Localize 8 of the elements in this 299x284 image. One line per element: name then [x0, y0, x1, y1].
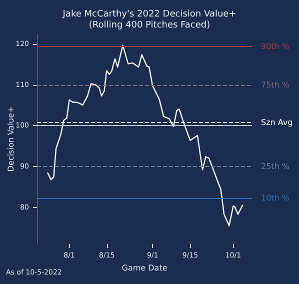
ref-line-label: 90th % [261, 42, 290, 52]
y-axis-title: Decision Value+ [6, 106, 16, 172]
ref-line-label: Szn Avg [261, 118, 293, 127]
ref-line-label: 25th % [261, 162, 290, 172]
x-axis-title: Game Date [122, 263, 168, 272]
ref-line-label: 75th % [261, 80, 290, 90]
ref-line-label: 10th % [261, 193, 290, 202]
chart-title: Jake McCarthy's 2022 Decision Value+ (Rolling 400 Pitches Faced) [62, 10, 236, 30]
